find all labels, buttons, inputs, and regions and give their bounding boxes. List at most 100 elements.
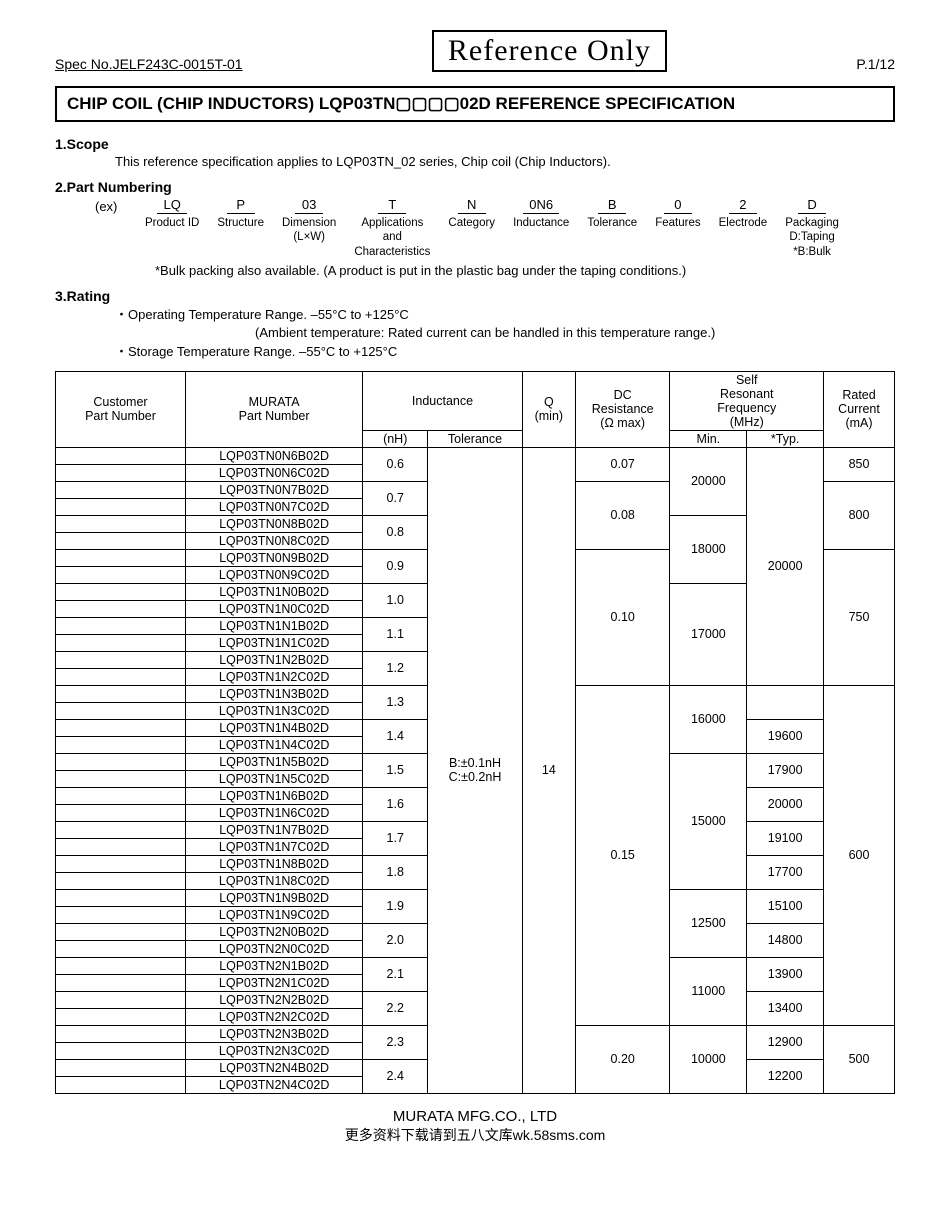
table-cell bbox=[56, 957, 186, 974]
table-cell: LQP03TN1N8B02D bbox=[185, 855, 362, 872]
table-cell bbox=[56, 532, 186, 549]
table-cell: 0.20 bbox=[575, 1025, 670, 1093]
table-cell: 1.0 bbox=[363, 583, 428, 617]
table-cell: LQP03TN1N2C02D bbox=[185, 668, 362, 685]
table-cell: 750 bbox=[824, 549, 895, 685]
table-cell: LQP03TN2N2B02D bbox=[185, 991, 362, 1008]
table-cell: LQP03TN1N0C02D bbox=[185, 600, 362, 617]
table-cell: B:±0.1nHC:±0.2nH bbox=[428, 447, 523, 1093]
partnum-col: LQProduct ID bbox=[145, 197, 199, 259]
partnum-code: 03 bbox=[295, 197, 323, 214]
table-cell bbox=[56, 1025, 186, 1042]
table-cell: LQP03TN1N5B02D bbox=[185, 753, 362, 770]
partnum-label: Category bbox=[448, 216, 495, 230]
table-cell: LQP03TN0N6B02D bbox=[185, 447, 362, 464]
table-cell: 0.6 bbox=[363, 447, 428, 481]
footer-company: MURATA MFG.CO., LTD bbox=[55, 1108, 895, 1125]
table-cell: 0.8 bbox=[363, 515, 428, 549]
table-cell: 2.3 bbox=[363, 1025, 428, 1059]
partnum-col: TApplicationsandCharacteristics bbox=[354, 197, 430, 259]
table-cell bbox=[56, 668, 186, 685]
table-cell: 13400 bbox=[747, 991, 824, 1025]
table-cell bbox=[56, 889, 186, 906]
table-cell: LQP03TN0N9B02D bbox=[185, 549, 362, 566]
partnum-label: Features bbox=[655, 216, 700, 230]
table-cell: LQP03TN0N7C02D bbox=[185, 498, 362, 515]
th-tol: Tolerance bbox=[428, 430, 523, 447]
table-cell: 800 bbox=[824, 481, 895, 549]
table-cell bbox=[56, 481, 186, 498]
header-row: Spec No.JELF243C-0015T-01 Reference Only… bbox=[55, 30, 895, 72]
table-cell bbox=[56, 1042, 186, 1059]
table-cell: LQP03TN0N8B02D bbox=[185, 515, 362, 532]
table-cell bbox=[747, 685, 824, 719]
partnum-col: 0N6Inductance bbox=[513, 197, 569, 259]
partnum-col: NCategory bbox=[448, 197, 495, 259]
table-cell: 12500 bbox=[670, 889, 747, 957]
table-cell: 16000 bbox=[670, 685, 747, 753]
table-cell: LQP03TN2N0C02D bbox=[185, 940, 362, 957]
table-cell bbox=[56, 583, 186, 600]
table-cell bbox=[56, 651, 186, 668]
partnum-code: D bbox=[798, 197, 826, 214]
table-cell: 1.3 bbox=[363, 685, 428, 719]
table-cell: 1.6 bbox=[363, 787, 428, 821]
table-cell bbox=[56, 940, 186, 957]
th-customer: CustomerPart Number bbox=[56, 371, 186, 447]
partnum-col: BTolerance bbox=[587, 197, 637, 259]
page-title: CHIP COIL (CHIP INDUCTORS) LQP03TN▢▢▢▢02… bbox=[55, 86, 895, 122]
table-cell: LQP03TN1N1C02D bbox=[185, 634, 362, 651]
table-cell: LQP03TN1N8C02D bbox=[185, 872, 362, 889]
table-cell: 1.7 bbox=[363, 821, 428, 855]
partnum-label: Product ID bbox=[145, 216, 199, 230]
table-cell bbox=[56, 736, 186, 753]
table-cell: 14800 bbox=[747, 923, 824, 957]
partnum-code: 0 bbox=[664, 197, 692, 214]
table-cell bbox=[56, 923, 186, 940]
th-inductance: Inductance bbox=[363, 371, 523, 430]
table-cell: 17000 bbox=[670, 583, 747, 685]
table-cell: 0.08 bbox=[575, 481, 670, 549]
th-srf: SelfResonantFrequency(MHz) bbox=[670, 371, 824, 430]
table-cell: 17900 bbox=[747, 753, 824, 787]
table-cell bbox=[56, 1059, 186, 1076]
table-cell bbox=[56, 617, 186, 634]
table-cell: LQP03TN1N7C02D bbox=[185, 838, 362, 855]
table-cell: 0.9 bbox=[363, 549, 428, 583]
footer: MURATA MFG.CO., LTD 更多资料下载请到五八文库wk.58sms… bbox=[55, 1108, 895, 1145]
table-cell bbox=[56, 464, 186, 481]
partnum-code: P bbox=[227, 197, 255, 214]
table-cell: 20000 bbox=[747, 447, 824, 685]
table-cell: LQP03TN1N9B02D bbox=[185, 889, 362, 906]
table-cell: 1.5 bbox=[363, 753, 428, 787]
table-cell bbox=[56, 787, 186, 804]
table-cell: 1.9 bbox=[363, 889, 428, 923]
partnum-code: T bbox=[378, 197, 406, 214]
rating-line2: ・Storage Temperature Range. –55°C to +12… bbox=[115, 343, 895, 361]
table-cell bbox=[56, 566, 186, 583]
scope-text: This reference specification applies to … bbox=[115, 154, 895, 169]
partnum-col: 03Dimension(L×W) bbox=[282, 197, 336, 259]
table-cell: LQP03TN1N1B02D bbox=[185, 617, 362, 634]
table-cell bbox=[56, 872, 186, 889]
spec-number: Spec No.JELF243C-0015T-01 bbox=[55, 56, 243, 72]
table-cell: 18000 bbox=[670, 515, 747, 583]
table-cell: LQP03TN1N7B02D bbox=[185, 821, 362, 838]
table-cell bbox=[56, 549, 186, 566]
table-cell: LQP03TN0N8C02D bbox=[185, 532, 362, 549]
table-cell: 2.4 bbox=[363, 1059, 428, 1093]
table-cell: LQP03TN0N9C02D bbox=[185, 566, 362, 583]
table-cell bbox=[56, 515, 186, 532]
table-cell: 0.7 bbox=[363, 481, 428, 515]
table-cell: 19100 bbox=[747, 821, 824, 855]
table-cell: 19600 bbox=[747, 719, 824, 753]
table-cell: 0.10 bbox=[575, 549, 670, 685]
page-number: P.1/12 bbox=[856, 56, 895, 72]
table-cell bbox=[56, 1008, 186, 1025]
table-cell: 2.1 bbox=[363, 957, 428, 991]
table-cell: LQP03TN1N3B02D bbox=[185, 685, 362, 702]
partnum-col: DPackagingD:Taping*B:Bulk bbox=[785, 197, 839, 259]
table-cell: 0.07 bbox=[575, 447, 670, 481]
partnum-label: Electrode bbox=[719, 216, 768, 230]
table-cell bbox=[56, 804, 186, 821]
